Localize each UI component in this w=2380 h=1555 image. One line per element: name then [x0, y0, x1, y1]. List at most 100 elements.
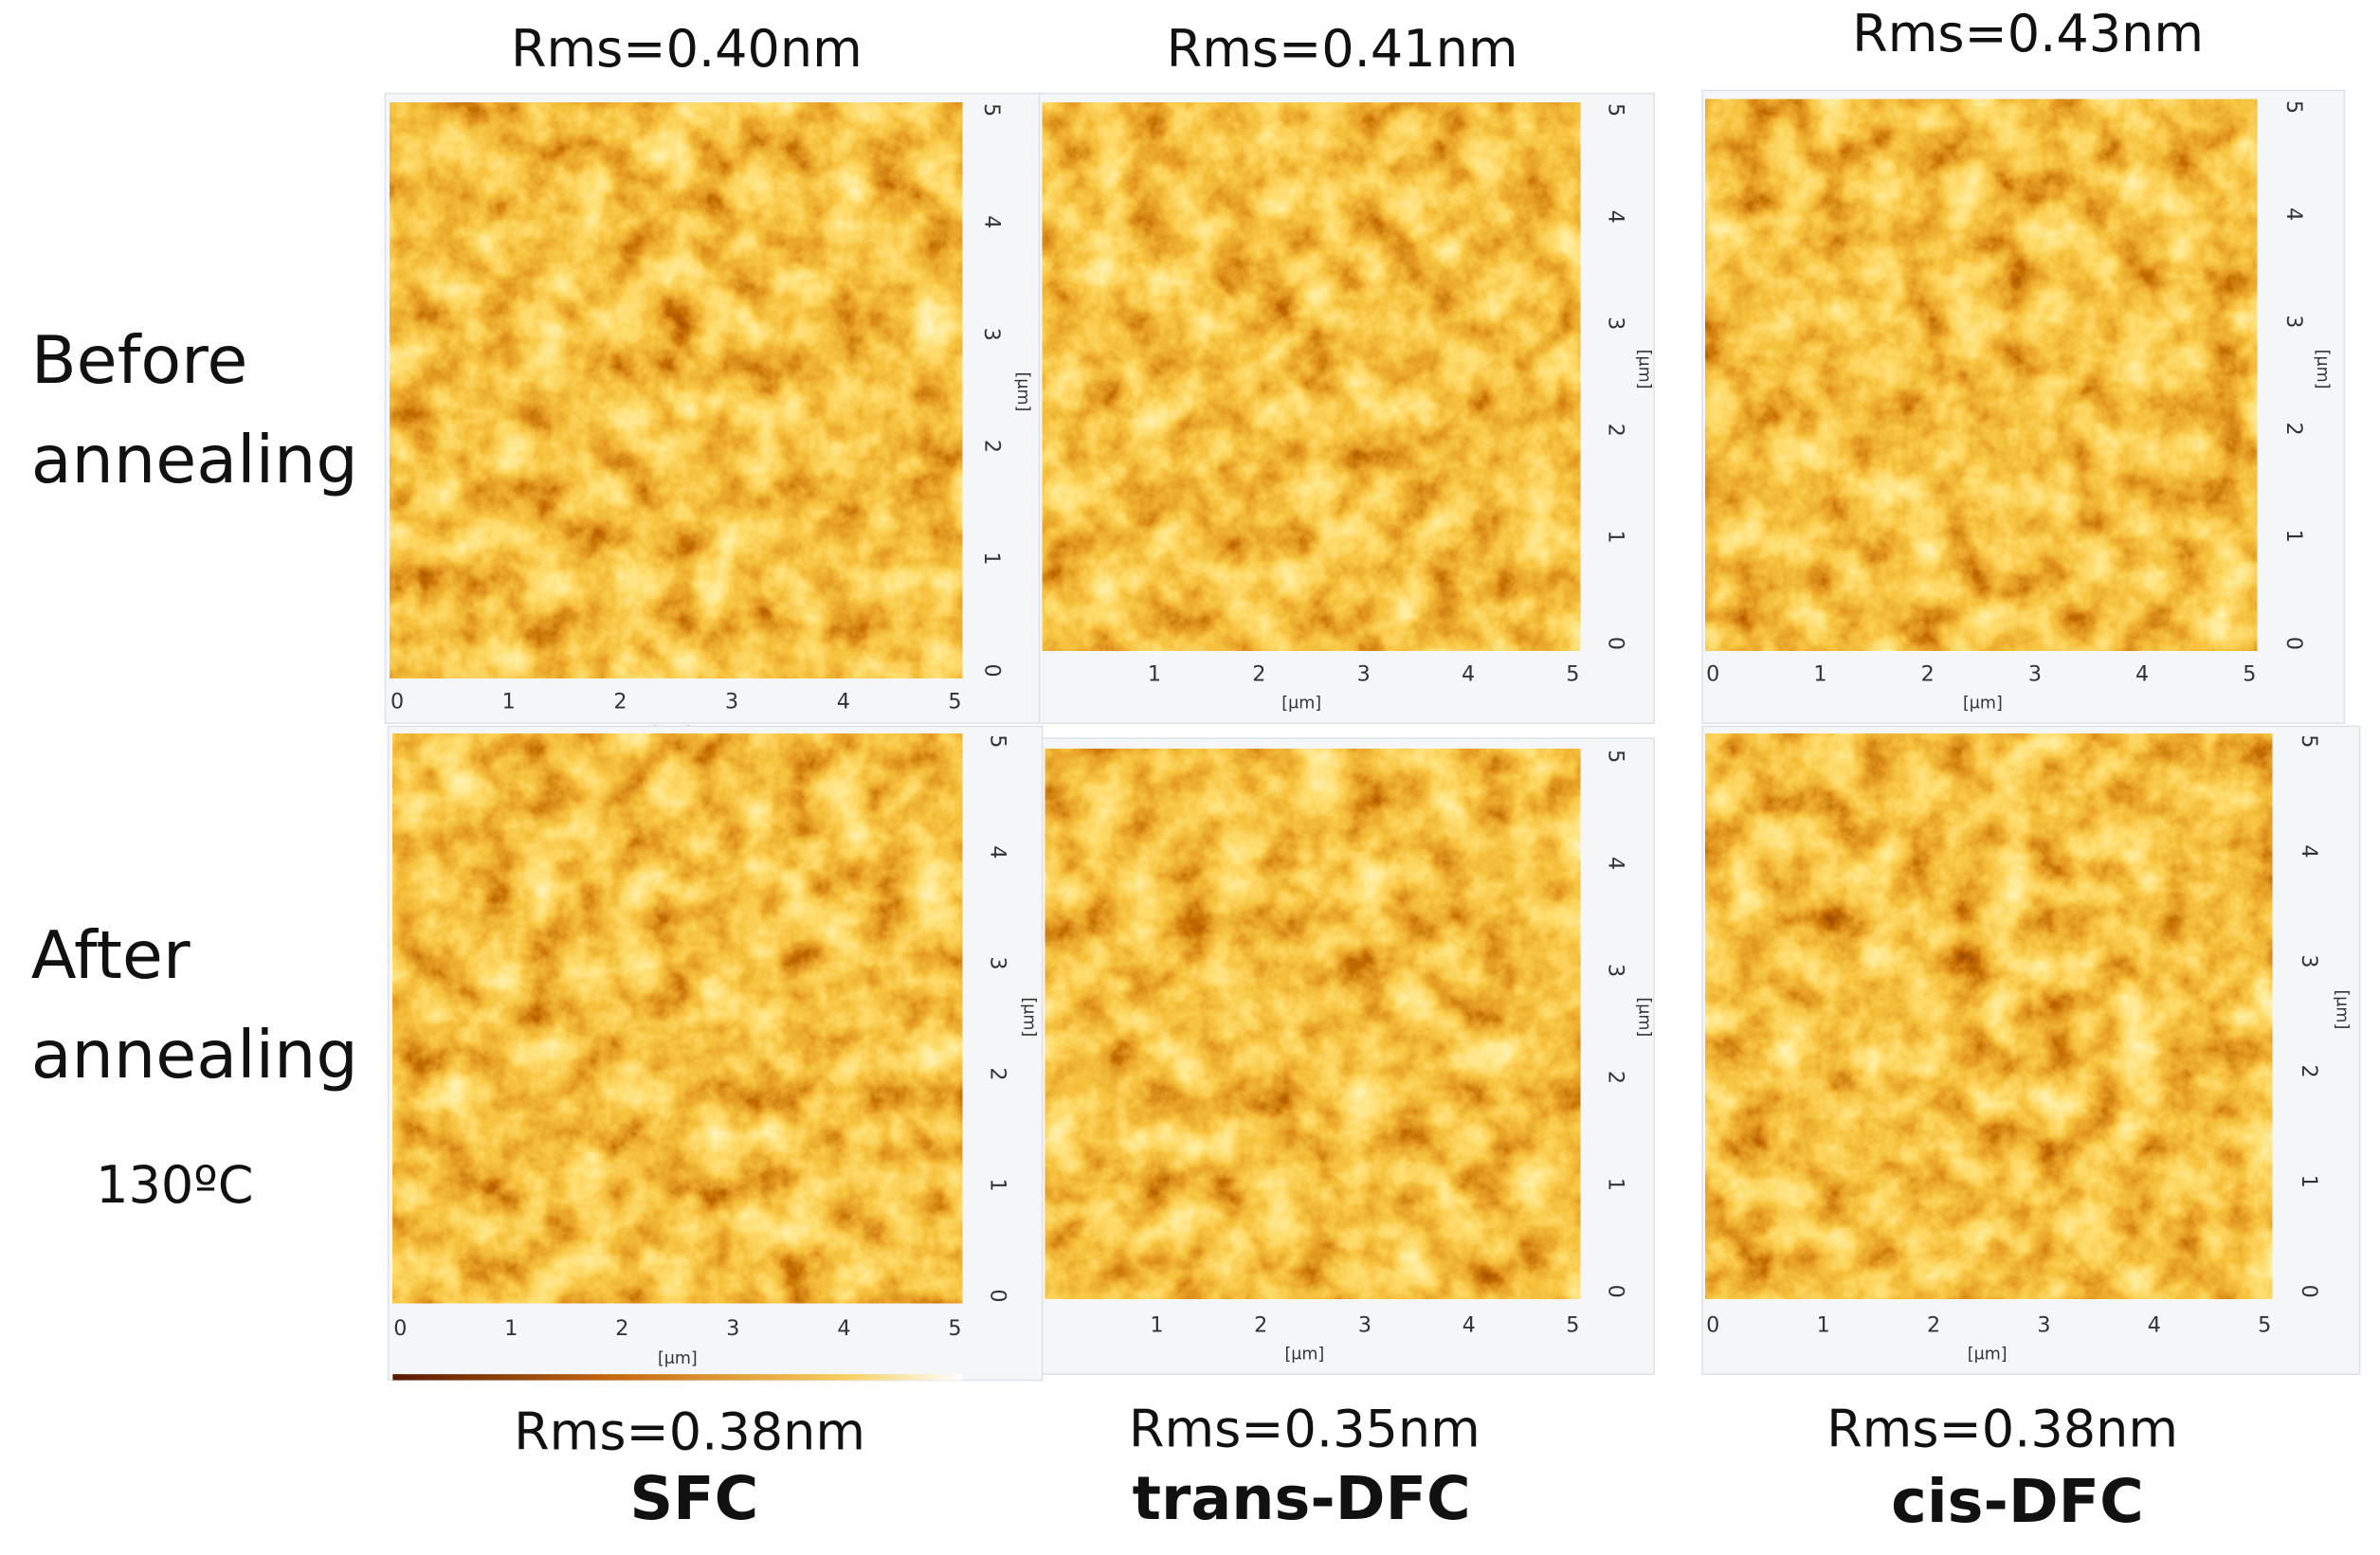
y-tick-label: 3	[2297, 954, 2321, 967]
y-tick-label: 4	[1604, 210, 1628, 224]
x-unit-label: [μm]	[1963, 694, 2003, 713]
x-tick-label: 3	[2028, 662, 2042, 687]
rms-label: Rms=0.40nm	[511, 19, 863, 79]
x-tick-label: 1	[502, 689, 516, 714]
y-tick-label: 5	[1604, 103, 1628, 117]
y-tick-label: 0	[979, 664, 1004, 678]
x-tick-label: 1	[1150, 1313, 1163, 1338]
x-tick-label: 2	[1252, 662, 1265, 687]
rms-label: Rms=0.35nm	[1129, 1400, 1481, 1459]
x-tick-label: 4	[2135, 662, 2149, 687]
x-tick-label: 2	[615, 1316, 628, 1341]
x-tick-label: 0	[393, 1316, 407, 1341]
y-tick-label: 0	[986, 1289, 1010, 1302]
rms-label: Rms=0.38nm	[514, 1402, 865, 1462]
y-tick-label: 0	[2297, 1285, 2321, 1298]
y-tick-label: 0	[1604, 1285, 1628, 1298]
afm-image	[392, 733, 963, 1304]
x-tick-label: 5	[2243, 662, 2256, 687]
x-tick-label: 4	[1462, 662, 1475, 687]
y-tick-label: 5	[1604, 750, 1628, 763]
x-tick-label: 5	[1566, 662, 1579, 687]
y-tick-label: 4	[1604, 857, 1628, 870]
y-tick-label: 0	[1604, 637, 1628, 650]
row-label: annealing	[31, 422, 358, 498]
y-unit-label: [μm]	[1634, 350, 1653, 389]
x-tick-label: 4	[2148, 1313, 2161, 1338]
x-tick-label: 1	[1817, 1313, 1830, 1338]
y-tick-label: 5	[979, 103, 1004, 117]
x-tick-label: 0	[391, 689, 404, 714]
y-tick-label: 1	[986, 1178, 1010, 1191]
y-tick-label: 3	[2281, 315, 2306, 328]
y-tick-label: 2	[986, 1067, 1010, 1080]
x-tick-label: 2	[1254, 1313, 1267, 1338]
y-tick-label: 2	[1604, 1071, 1628, 1084]
y-tick-label: 2	[1604, 424, 1628, 437]
x-tick-label: 5	[2258, 1313, 2271, 1338]
x-tick-label: 0	[1706, 1313, 1719, 1338]
y-tick-label: 3	[1604, 316, 1628, 330]
x-tick-label: 0	[1706, 662, 1719, 687]
rms-label: Rms=0.41nm	[1167, 19, 1518, 79]
y-tick-label: 1	[2297, 1175, 2321, 1188]
color-bar	[392, 1374, 963, 1381]
y-tick-label: 1	[1604, 530, 1628, 543]
rms-label: Rms=0.38nm	[1826, 1400, 2178, 1459]
x-unit-label: [μm]	[1968, 1345, 2008, 1364]
row-label: After	[31, 917, 191, 994]
rms-label: Rms=0.43nm	[1852, 4, 2204, 63]
sample-name: trans-DFC	[1133, 1463, 1471, 1533]
x-unit-label: [μm]	[658, 1349, 698, 1368]
x-tick-label: 3	[726, 1316, 739, 1341]
x-tick-label: 5	[948, 1316, 961, 1341]
x-tick-label: 2	[613, 689, 627, 714]
x-tick-label: 3	[1357, 662, 1371, 687]
afm-image	[1705, 99, 2258, 651]
y-tick-label: 2	[2281, 422, 2306, 435]
afm-image	[1705, 733, 2273, 1299]
x-tick-label: 1	[1813, 662, 1826, 687]
x-tick-label: 5	[1566, 1313, 1579, 1338]
x-tick-label: 4	[1463, 1313, 1476, 1338]
y-unit-label: [μm]	[1013, 372, 1032, 412]
y-tick-label: 4	[986, 845, 1010, 859]
afm-image	[1042, 102, 1581, 651]
sample-name: cis-DFC	[1891, 1466, 2144, 1536]
y-unit-label: [μm]	[1634, 997, 1653, 1037]
y-unit-label: [μm]	[2333, 989, 2352, 1029]
y-tick-label: 5	[2281, 100, 2306, 114]
x-tick-label: 5	[948, 689, 961, 714]
y-tick-label: 4	[2297, 844, 2321, 858]
y-tick-label: 2	[2297, 1064, 2321, 1077]
x-unit-label: [μm]	[1284, 1345, 1324, 1364]
y-tick-label: 4	[2281, 208, 2306, 221]
x-tick-label: 2	[1927, 1313, 1940, 1338]
y-tick-label: 4	[979, 215, 1004, 228]
y-tick-label: 2	[979, 440, 1004, 453]
y-tick-label: 3	[979, 328, 1004, 341]
y-tick-label: 1	[2281, 530, 2306, 543]
row-label: Before	[31, 322, 248, 399]
x-tick-label: 1	[504, 1316, 518, 1341]
y-tick-label: 1	[979, 551, 1004, 565]
afm-image	[1045, 749, 1581, 1299]
y-tick-label: 3	[1604, 964, 1628, 977]
x-tick-label: 4	[837, 689, 850, 714]
y-unit-label: [μm]	[2313, 350, 2332, 389]
y-unit-label: [μm]	[1020, 997, 1039, 1037]
y-tick-label: 5	[986, 734, 1010, 748]
condition-label: 130ºC	[96, 1155, 253, 1215]
x-tick-label: 1	[1148, 662, 1161, 687]
y-tick-label: 0	[2281, 637, 2306, 650]
x-tick-label: 3	[1358, 1313, 1372, 1338]
sample-name: SFC	[629, 1463, 758, 1533]
row-label: annealing	[31, 1017, 358, 1094]
x-tick-label: 3	[725, 689, 738, 714]
x-tick-label: 2	[1921, 662, 1935, 687]
y-tick-label: 3	[986, 956, 1010, 969]
y-tick-label: 1	[1604, 1178, 1628, 1191]
x-unit-label: [μm]	[1281, 694, 1321, 713]
x-tick-label: 4	[837, 1316, 850, 1341]
